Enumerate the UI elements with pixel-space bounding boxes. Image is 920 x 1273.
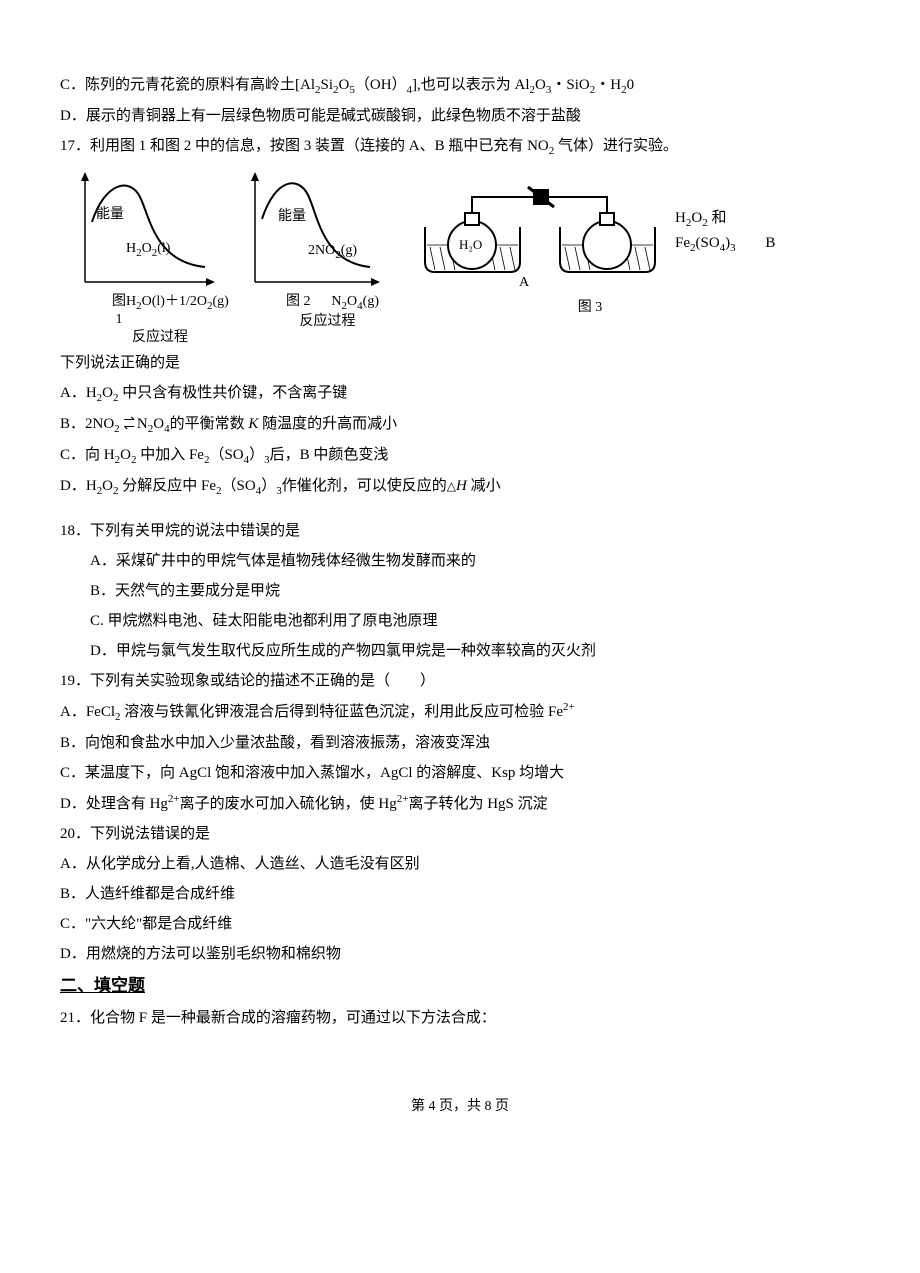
text: D．展示的青铜器上有一层绿色物质可能是碱式碳酸铜，此绿色物质不溶于盐酸 xyxy=(60,108,581,124)
figures-row: 能量 H2O2(l) 能量 2NO2(g) xyxy=(60,167,860,297)
figure-2-ylabel: 能量 xyxy=(278,209,306,224)
q20-option-a: A．从化学成分上看,人造棉、人造丝、人造毛没有区别 xyxy=(60,849,860,879)
figure-3-svg: H₂O xyxy=(415,167,665,297)
q17-option-b: B．2NO2 ⇀↽ N2O4的平衡常数 K 随温度的升高而减小 xyxy=(60,409,860,440)
fig2-title: 图 2 xyxy=(236,293,311,313)
figure-1-ylabel: 能量 xyxy=(96,207,124,222)
figure-2-curve-label: 2NO2(g) xyxy=(308,237,357,266)
q17-option-d: D．H2O2 分解反应中 Fe2（SO4）3作催化剂，可以使反应的△H 减小 xyxy=(60,471,860,502)
text: O xyxy=(691,210,702,226)
q17-option-a: A．H2O2 中只含有极性共价键，不含离子键 xyxy=(60,378,860,409)
text: 气体）进行实验。 xyxy=(554,138,678,154)
text: 17．利用图 1 和图 2 中的信息，按图 3 装置（连接的 A、B 瓶中已充有… xyxy=(60,138,549,154)
text: ],也可以表示为 Al xyxy=(412,77,530,93)
q19-option-a: A．FeCl2 溶液与铁氰化钾液混合后得到特征蓝色沉淀，利用此反应可检验 Fe2… xyxy=(60,696,860,728)
q16-option-d: D．展示的青铜器上有一层绿色物质可能是碱式碳酸铜，此绿色物质不溶于盐酸 xyxy=(60,101,860,131)
right-chemical-labels: H2O2 和 Fe2(SO4)3 B xyxy=(675,167,775,256)
fig2-line2: 反应过程 xyxy=(230,313,385,331)
text: Si xyxy=(321,77,334,93)
q20-option-b: B．人造纤维都是合成纤维 xyxy=(60,879,860,909)
text: 0 xyxy=(627,77,635,93)
q18-option-a: A．采煤矿井中的甲烷气体是植物残体经微生物发酵而来的 xyxy=(60,546,860,576)
q17-option-c: C．向 H2O2 中加入 Fe2（SO4）3后，B 中颜色变浅 xyxy=(60,440,860,471)
q19-stem: 19．下列有关实验现象或结论的描述不正确的是（ ） xyxy=(60,666,860,696)
text: 和 xyxy=(708,210,727,226)
q20-stem: 20．下列说法错误的是 xyxy=(60,819,860,849)
q17-stem: 17．利用图 1 和图 2 中的信息，按图 3 装置（连接的 A、B 瓶中已充有… xyxy=(60,131,860,162)
text: （OH） xyxy=(355,77,407,93)
q18-option-c: C. 甲烷燃料电池、硅太阳能电池都利用了原电池原理 xyxy=(60,606,860,636)
svg-text:H₂O: H₂O xyxy=(459,237,482,252)
fig1-formula: H2O(l)＋1/2O2(g) xyxy=(126,293,229,329)
q16-option-c: C．陈列的元青花瓷的原料有高岭土[Al2Si2O5（OH）4],也可以表示为 A… xyxy=(60,70,860,101)
equilibrium-arrow: ⇀↽ xyxy=(123,417,133,431)
page-footer: 第 4 页，共 8 页 xyxy=(60,1093,860,1121)
q19-option-c: C．某温度下，向 AgCl 饱和溶液中加入蒸馏水，AgCl 的溶解度、Ksp 均… xyxy=(60,758,860,788)
figure-3-label-a: A xyxy=(519,269,529,297)
figure-3: H₂O A xyxy=(415,167,665,297)
figure-1-svg xyxy=(60,167,220,297)
figure-3-label-b: B xyxy=(765,235,775,251)
text: O xyxy=(535,77,546,93)
fig1-line2: 反应过程 xyxy=(60,329,220,347)
section-2-title: 二、填空题 xyxy=(60,969,860,1003)
figure-captions: 图 1 H2O(l)＋1/2O2(g) 反应过程 图 2 N2O4(g) 反应过… xyxy=(60,293,860,348)
fig3-title: 图 3 xyxy=(458,300,603,315)
fig1-title: 图 1 xyxy=(66,293,126,329)
text: (SO xyxy=(696,235,720,251)
figure-1: 能量 H2O2(l) xyxy=(60,167,220,297)
q18-option-b: B．天然气的主要成分是甲烷 xyxy=(60,576,860,606)
q19-option-b: B．向饱和食盐水中加入少量浓盐酸，看到溶液振荡，溶液变浑浊 xyxy=(60,728,860,758)
text: O xyxy=(339,77,350,93)
q18-stem: 18．下列有关甲烷的说法中错误的是 xyxy=(60,516,860,546)
q21-stem: 21．化合物 F 是一种最新合成的溶瘤药物，可通过以下方法合成： xyxy=(60,1003,860,1033)
figure-2: 能量 2NO2(g) xyxy=(230,167,385,297)
text: ・H xyxy=(595,77,621,93)
fig2-formula: N2O4(g) xyxy=(331,293,379,313)
q20-option-c: C．"六大纶"都是合成纤维 xyxy=(60,909,860,939)
text: ・SiO xyxy=(551,77,589,93)
figure-2-svg xyxy=(230,167,385,297)
q18-option-d: D．甲烷与氯气发生取代反应所生成的产物四氯甲烷是一种效率较高的灭火剂 xyxy=(60,636,860,666)
text: H xyxy=(675,210,686,226)
q19-option-d: D．处理含有 Hg2+离子的废水可加入硫化钠，使 Hg2+离子转化为 HgS 沉… xyxy=(60,788,860,819)
figure-1-curve-label: H2O2(l) xyxy=(126,235,170,264)
q17-prompt: 下列说法正确的是 xyxy=(60,348,860,378)
text: Fe xyxy=(675,235,690,251)
q20-option-d: D．用燃烧的方法可以鉴别毛织物和棉织物 xyxy=(60,939,860,969)
text: C．陈列的元青花瓷的原料有高岭土[Al xyxy=(60,77,315,93)
